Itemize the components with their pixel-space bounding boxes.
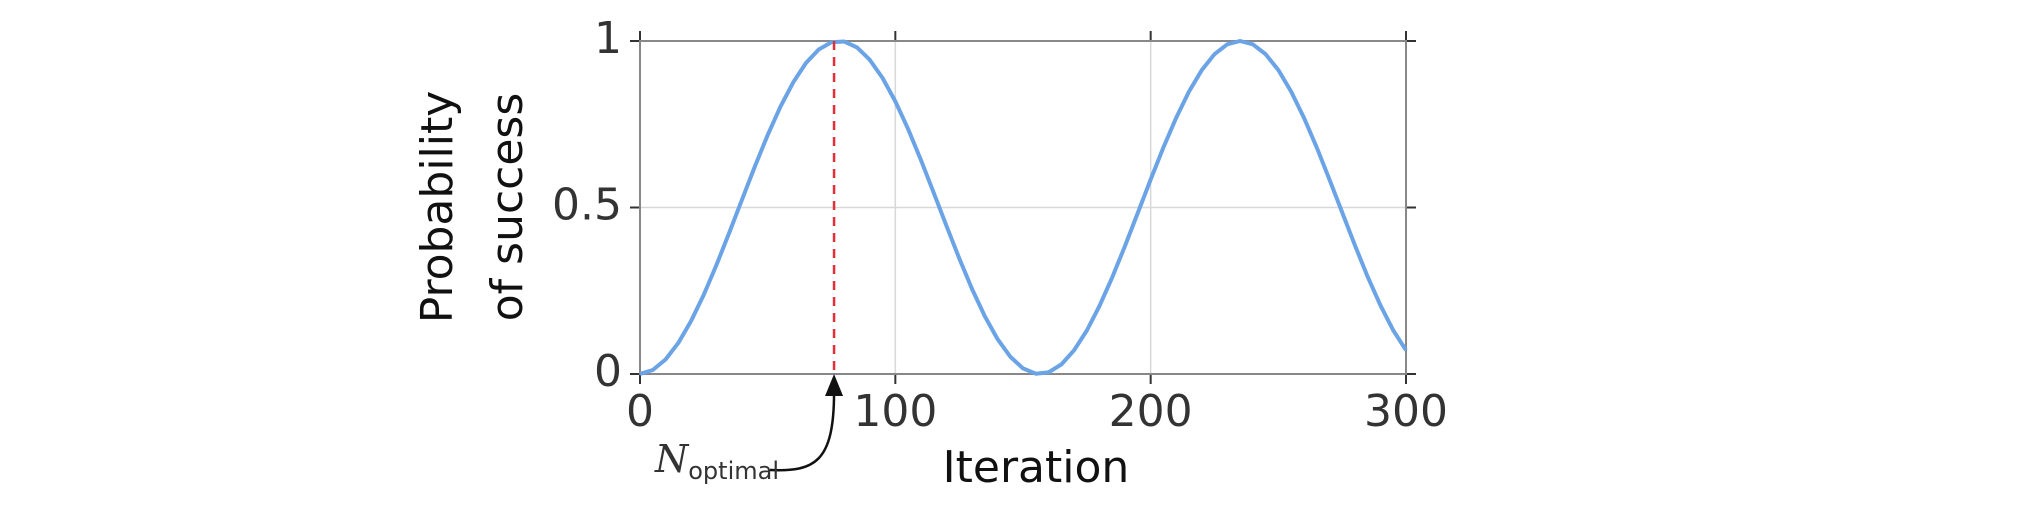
annotation-subscript: optimal [688, 457, 779, 485]
annotation-arrow [769, 391, 836, 472]
annotation-label: Noptimal [654, 437, 779, 486]
x-tick-label: 100 [853, 386, 937, 437]
y-tick-label: 0.5 [552, 180, 622, 231]
plot-frame [639, 40, 1407, 375]
x-tick-label: 0 [626, 386, 654, 437]
y-axis-label: Probability [412, 91, 463, 324]
x-tick-label: 300 [1364, 386, 1448, 437]
arrow-head [825, 374, 844, 396]
annotation-text: N [654, 437, 690, 481]
line [639, 39, 1408, 376]
x-axis-label: Iteration [943, 442, 1130, 493]
x-tick-label: 200 [1109, 386, 1193, 437]
y-tick-label: 0 [594, 346, 622, 397]
y-tick-label: 1 [594, 13, 622, 64]
y-axis-label: of success [482, 93, 533, 322]
